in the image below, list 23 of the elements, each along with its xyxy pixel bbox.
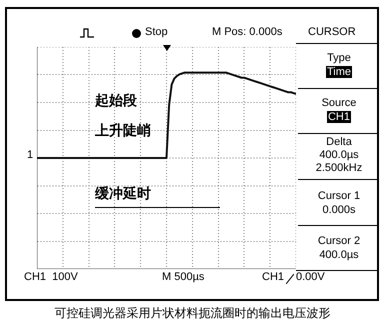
text: Cursor 2 [316,235,362,247]
text: 400.0µs [318,249,360,261]
text: CH1 [262,271,284,283]
text: Type [326,52,352,64]
text: 可控硅调光器采用片状材料扼流圈时的输出电压波形 [54,305,332,322]
text: CH1 [326,111,351,123]
text: CURSOR [308,26,356,38]
text: Time [326,66,352,78]
text: M Pos: 0.000s [212,26,282,38]
text: M 500µs [162,271,204,283]
text: 缓冲延时 [95,185,151,203]
text: Stop [145,26,168,38]
annotation: 起始段 [95,92,137,110]
annotation: 上升陡峭 [95,122,151,140]
text: CH1 100V [24,271,78,283]
text: Source [320,97,358,109]
text: 2.500kHz [314,162,364,174]
text: Cursor 1 [316,190,362,202]
text: 0.000s [321,204,357,216]
text: Delta [325,136,353,148]
text: 1 [27,149,34,161]
text: 0.00V [296,271,325,283]
text: 400.0µs [318,149,360,161]
